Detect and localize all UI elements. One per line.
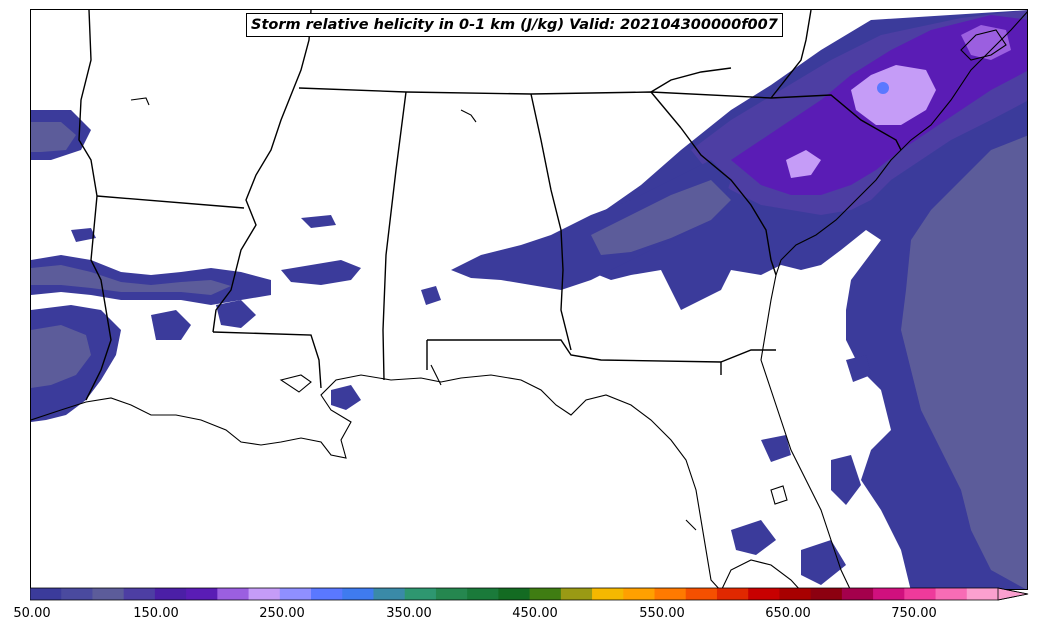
helicity-region-peak-3 <box>786 150 821 178</box>
colorbar-tick-label: 250.00 <box>259 606 305 621</box>
helicity-map <box>31 10 1027 589</box>
colorbar-tick-label: 650.00 <box>765 606 811 621</box>
colorbar-segment <box>623 588 656 600</box>
helicity-region-peak <box>851 65 936 125</box>
colorbar-segment <box>123 588 156 600</box>
florida-peninsula <box>721 559 800 589</box>
colorbar-extend-arrow <box>997 587 1029 601</box>
helicity-region-band-mid <box>591 180 731 255</box>
helicity-peak-dot <box>877 82 889 94</box>
helicity-region-blob-9 <box>761 435 791 462</box>
colorbar-outline <box>30 587 1029 601</box>
colorbar-segment <box>467 588 499 600</box>
ms-al-border <box>382 91 407 381</box>
helicity-region-blob-4 <box>301 215 336 228</box>
colorbar-tick-label: 750.00 <box>891 606 937 621</box>
helicity-region-arkansas-mid <box>31 122 76 152</box>
map-title: Storm relative helicity in 0-1 km (J/kg)… <box>246 13 783 37</box>
colorbar-segment <box>529 588 562 600</box>
colorbar-segment <box>654 588 687 600</box>
mississippi-river <box>212 10 312 333</box>
tx-la-border <box>85 195 112 401</box>
colorbar-segment <box>592 588 624 600</box>
colorbar-segment <box>560 588 593 600</box>
helicity-region-blob-1 <box>151 310 191 340</box>
colorbar-segment <box>217 588 250 600</box>
colorbar-segment <box>685 588 718 600</box>
virginia-border <box>770 10 812 99</box>
helicity-region-band <box>451 160 731 290</box>
tennessee-border <box>298 87 772 99</box>
ark-west <box>78 10 98 197</box>
tampa-bay <box>685 519 697 531</box>
tn-nc-border <box>650 67 732 93</box>
la-ms-border <box>212 331 322 389</box>
map-panel <box>30 9 1028 590</box>
colorbar-segment <box>186 588 218 600</box>
nc-sc-border <box>770 94 902 151</box>
helicity-region-west-band-mid <box>31 265 231 295</box>
colorbar-segment <box>342 588 374 600</box>
state-borders <box>78 10 902 401</box>
ark-la-border <box>96 195 245 209</box>
colorbar-segment <box>748 588 780 600</box>
colorbar-segment <box>248 588 281 600</box>
lake-1 <box>460 109 477 123</box>
lake-okeechobee <box>770 485 788 505</box>
colorbar-segment <box>935 588 968 600</box>
colorbar-segment <box>873 588 905 600</box>
helicity-region-blob-11 <box>846 355 871 382</box>
colorbar-segment <box>373 588 406 600</box>
colorbar-segment <box>904 588 937 600</box>
helicity-region-blob-6 <box>421 286 441 305</box>
colorbar-tick-label: 150.00 <box>133 606 179 621</box>
colorbar-segment <box>30 588 62 600</box>
colorbar-tick-label: 450.00 <box>512 606 558 621</box>
pamlico-sound <box>960 29 1007 61</box>
helicity-region-blob-5 <box>71 228 96 242</box>
colorbar-segment <box>841 588 874 600</box>
helicity-region-blob-10 <box>831 455 861 505</box>
helicity-region-blob-2 <box>216 300 256 328</box>
colorbar-tick-label: 50.00 <box>13 606 51 621</box>
ga-fl-border <box>720 349 776 363</box>
atlantic-coast <box>760 11 1027 589</box>
mobile-bay <box>430 364 442 386</box>
helicity-region-mid-louisiana <box>281 260 361 285</box>
al-ga-border <box>530 93 572 351</box>
lake-pont <box>279 374 312 393</box>
colorbar-segment <box>498 588 531 600</box>
ga-tn-extra <box>650 91 682 129</box>
colorbar-segment <box>404 588 437 600</box>
colorbar-segment <box>154 588 187 600</box>
colorbar-segment <box>966 588 999 600</box>
helicity-region-atlantic-mid <box>901 135 1027 589</box>
colorbar-tick-label: 550.00 <box>639 606 685 621</box>
colorbar-segment <box>810 588 843 600</box>
ga-sc-border <box>680 127 777 276</box>
helicity-region-blob-7 <box>731 520 776 555</box>
ark-river <box>130 97 150 106</box>
colorbar-segment <box>435 588 468 600</box>
helicity-region-blob-3 <box>331 385 361 410</box>
colorbar-tick-label: 350.00 <box>386 606 432 621</box>
helicity-field <box>31 10 1027 589</box>
colorbar-segment <box>279 588 312 600</box>
colorbar-segment <box>311 588 343 600</box>
colorbar <box>30 587 1029 601</box>
colorbar-segment <box>779 588 812 600</box>
colorbar-segment <box>716 588 749 600</box>
coastline <box>31 11 1027 589</box>
colorbar-segment <box>92 588 125 600</box>
al-fl-border <box>427 339 722 375</box>
helicity-region-blob-8 <box>801 540 846 585</box>
helicity-region-texas-mid <box>31 325 91 388</box>
colorbar-segment <box>61 588 93 600</box>
gulf-coast <box>31 374 720 589</box>
